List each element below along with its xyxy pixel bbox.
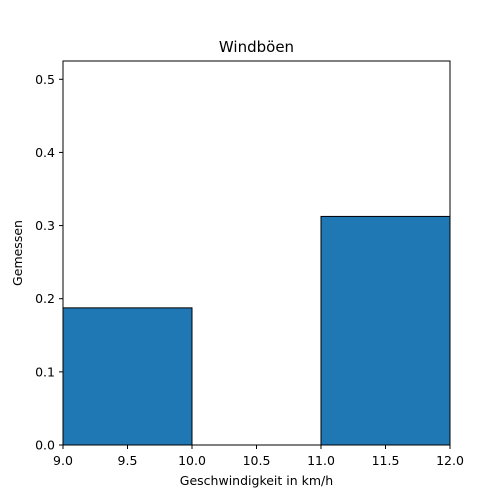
x-axis-ticks: 9.0 9.5 10.0 10.5 11.0 11.5 12.0 [53,445,464,468]
x-tick-label: 9.0 [53,453,73,468]
x-tick-label: 10.5 [243,453,271,468]
y-tick-label: 0.4 [35,145,55,160]
histogram-bar-2 [320,215,451,446]
x-tick-label: 12.0 [436,453,464,468]
x-tick-label: 11.0 [307,453,335,468]
y-tick-label: 0.1 [35,364,55,379]
y-axis-ticks: 0.0 0.1 0.2 0.3 0.4 0.5 [35,72,63,453]
y-tick-label: 0.3 [35,218,55,233]
y-tick-label: 0.5 [35,72,55,87]
y-tick-label: 0.0 [35,438,55,453]
bars-group [62,215,451,446]
y-axis-label: Gemessen [10,220,25,286]
x-tick-label: 11.5 [372,453,400,468]
x-tick-label: 9.5 [118,453,138,468]
histogram-bar-0 [62,307,193,446]
chart-title: Windböen [219,38,294,56]
x-axis-label: Geschwindigkeit in km/h [180,473,333,488]
x-tick-label: 10.0 [178,453,206,468]
y-tick-label: 0.2 [35,291,55,306]
